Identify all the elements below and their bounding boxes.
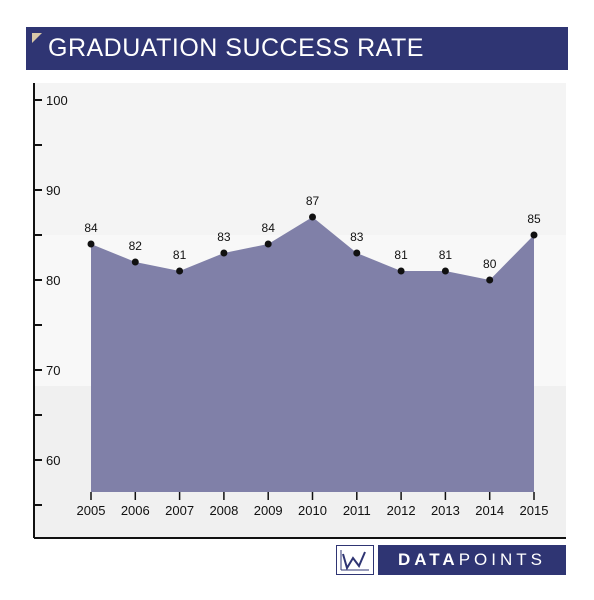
- data-point: [220, 249, 228, 257]
- data-label: 84: [262, 221, 276, 235]
- logo-word-bold: DATA: [398, 550, 459, 569]
- data-point: [441, 267, 449, 275]
- header-corner-accent: [32, 33, 42, 43]
- data-label: 83: [217, 230, 231, 244]
- x-tick-label: 2006: [121, 503, 150, 518]
- chart-title: GRADUATION SUCCESS RATE: [48, 34, 424, 62]
- logo-chart-icon: [336, 545, 374, 575]
- data-label: 84: [84, 221, 98, 235]
- data-point: [264, 240, 272, 248]
- x-tick-label: 2009: [254, 503, 283, 518]
- data-point: [131, 258, 139, 266]
- y-tick-label: 80: [46, 273, 60, 288]
- x-tick-label: 2010: [298, 503, 327, 518]
- data-point: [530, 231, 538, 239]
- chart-header: GRADUATION SUCCESS RATE: [26, 27, 568, 70]
- data-label: 83: [350, 230, 364, 244]
- x-tick-label: 2005: [77, 503, 106, 518]
- x-tick-label: 2012: [387, 503, 416, 518]
- x-tick-label: 2015: [520, 503, 549, 518]
- data-label: 82: [129, 239, 143, 253]
- data-point: [176, 267, 184, 275]
- x-tick-label: 2011: [343, 503, 371, 518]
- data-point: [353, 249, 361, 257]
- data-label: 80: [483, 257, 497, 271]
- data-label: 85: [527, 212, 541, 226]
- data-point: [87, 240, 95, 248]
- x-tick-label: 2013: [431, 503, 460, 518]
- x-tick-label: 2008: [209, 503, 238, 518]
- x-tick-label: 2007: [165, 503, 194, 518]
- x-tick-label: 2014: [475, 503, 504, 518]
- data-label: 81: [173, 248, 187, 262]
- y-tick-label: 60: [46, 453, 60, 468]
- data-point: [309, 213, 316, 221]
- data-label: 81: [439, 248, 453, 262]
- data-label: 81: [394, 248, 408, 262]
- data-point: [397, 267, 405, 275]
- logo-wordmark: DATAPOINTS: [378, 545, 566, 575]
- data-point: [486, 276, 494, 284]
- area-series: [91, 217, 534, 492]
- datapoints-logo: DATAPOINTS: [336, 545, 566, 575]
- logo-word-light: POINTS: [458, 550, 546, 569]
- data-label: 87: [306, 194, 320, 208]
- y-tick-label: 100: [46, 93, 68, 108]
- y-tick-label: 70: [46, 363, 60, 378]
- y-tick-label: 90: [46, 183, 60, 198]
- background-band-top: [34, 83, 566, 235]
